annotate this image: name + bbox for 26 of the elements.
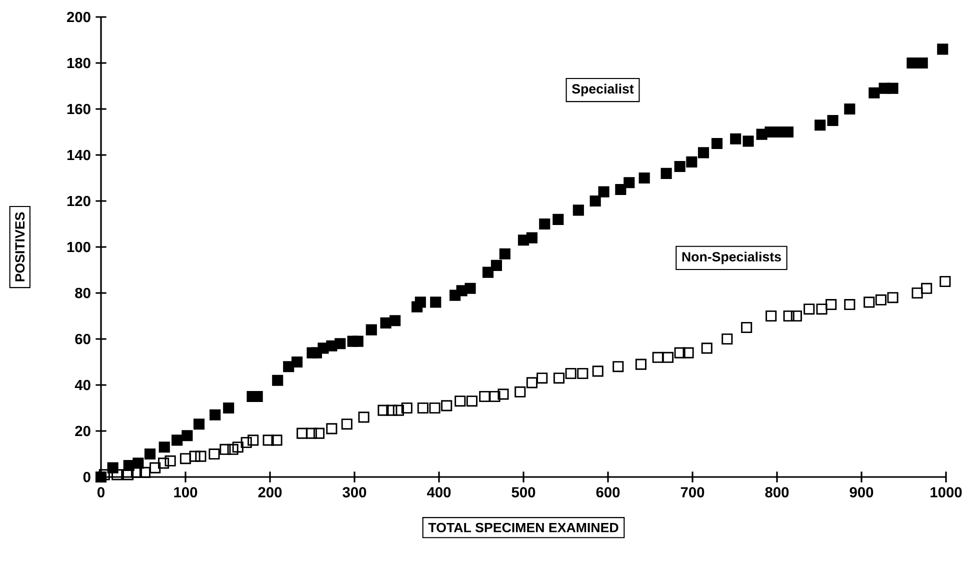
x-tick-label: 400 <box>427 487 451 498</box>
text: Specialist <box>572 84 634 96</box>
text: Non-Specialists <box>682 252 781 264</box>
y-tick-label: 140 <box>67 150 90 160</box>
y-tick-label: 200 <box>66 12 90 22</box>
x-tick-label: 800 <box>765 487 789 498</box>
y-tick-label: 120 <box>67 196 90 206</box>
y-axis-title: POSITIVES <box>15 212 25 282</box>
y-tick-label: 0 <box>83 472 90 482</box>
x-tick-label: 700 <box>680 487 704 498</box>
y-tick-label: 60 <box>75 334 90 344</box>
y-tick-label: 80 <box>75 288 90 298</box>
x-tick-label: 0 <box>98 487 104 498</box>
x-tick-label: 900 <box>850 487 874 498</box>
x-axis-title: TOTAL SPECIMEN EXAMINED <box>428 522 618 532</box>
x-tick-label: 300 <box>342 487 366 498</box>
y-tick-label: 180 <box>67 58 90 68</box>
y-tick-label: 20 <box>75 426 90 436</box>
x-tick-label: 1000 <box>930 487 962 498</box>
y-tick-label: 100 <box>67 242 90 252</box>
x-tick-label: 200 <box>258 487 282 498</box>
x-tick-label: 600 <box>596 487 620 498</box>
y-tick-label: 40 <box>74 380 90 390</box>
x-tick-label: 100 <box>174 487 198 498</box>
y-tick-label: 160 <box>67 104 90 114</box>
x-tick-label: 500 <box>512 487 536 498</box>
